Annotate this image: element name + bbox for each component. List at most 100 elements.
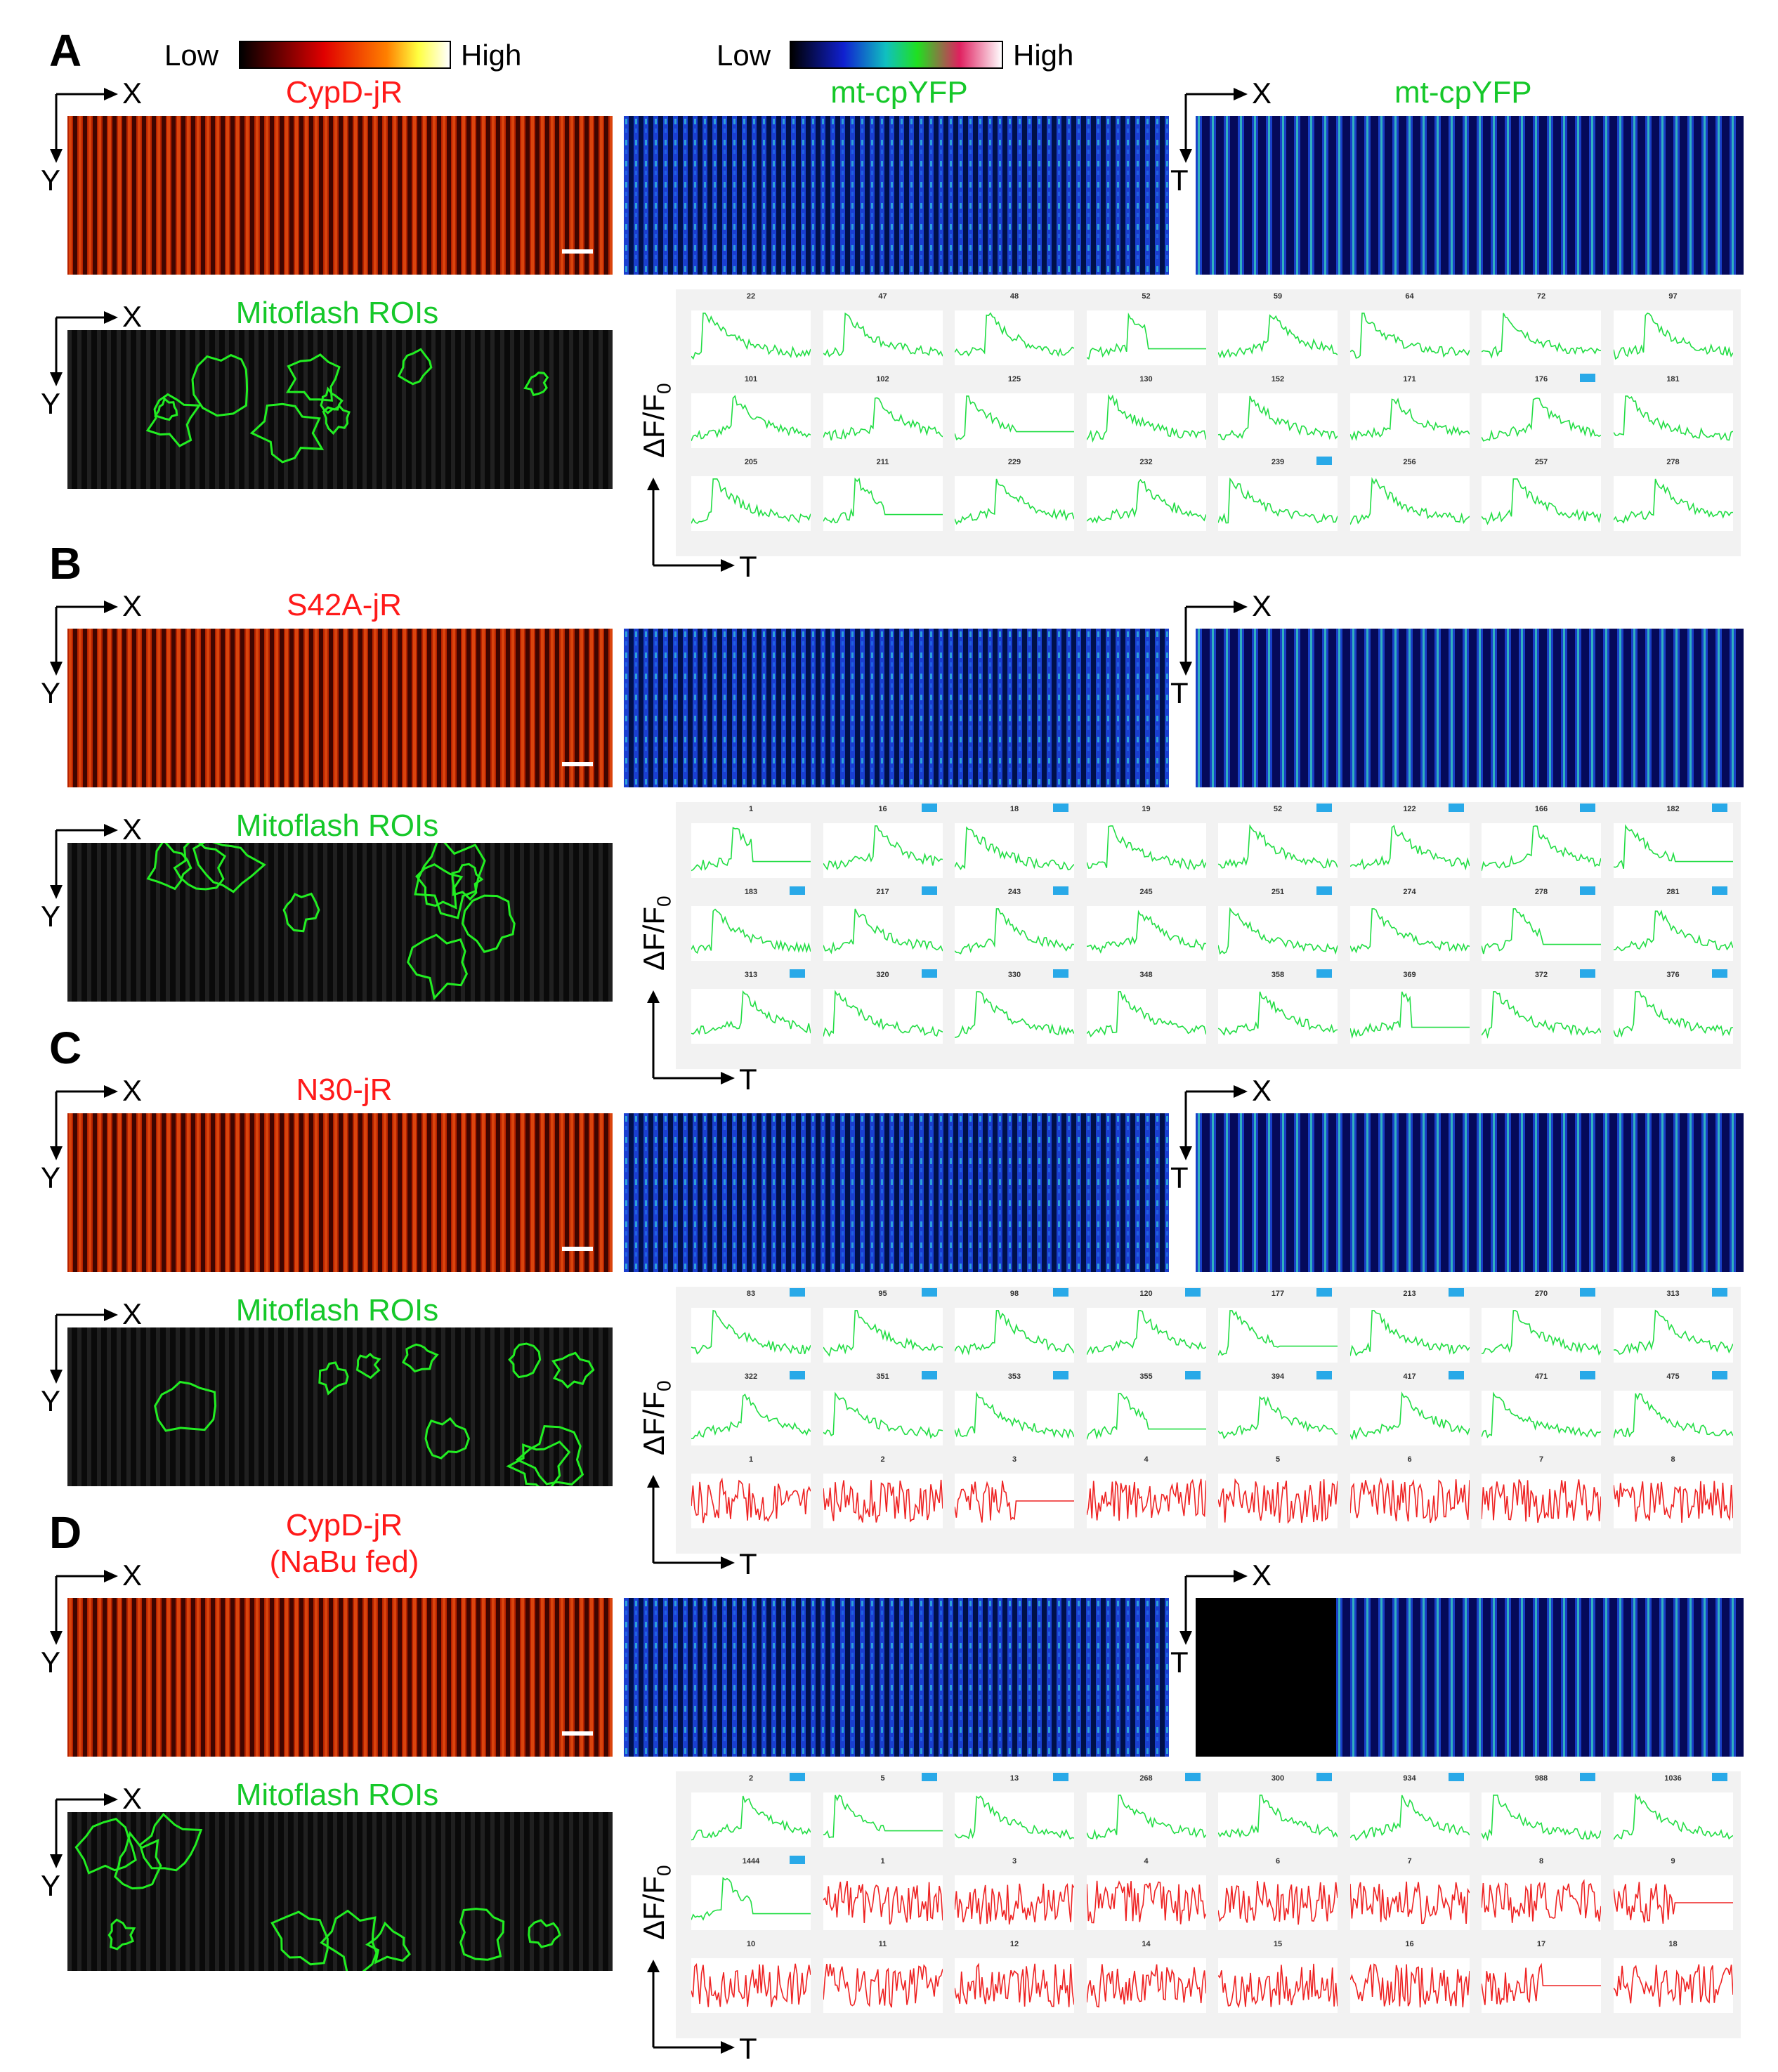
trace-cell: 101 — [691, 375, 811, 448]
trace-id: 394 — [1271, 1372, 1285, 1381]
trace-line — [1349, 991, 1470, 1040]
flag-marker — [1053, 1288, 1068, 1297]
trace-cell: 13 — [955, 1773, 1074, 1847]
trace-id: 243 — [1007, 888, 1021, 896]
axis-label-t: T — [739, 2032, 757, 2065]
trace-cell: 313 — [691, 969, 811, 1044]
flag-marker — [1711, 1371, 1727, 1379]
trace-line — [823, 477, 943, 524]
trace-id: 176 — [1534, 375, 1548, 383]
red-channel-image — [67, 1598, 613, 1757]
trace-cell: 355 — [1086, 1371, 1206, 1445]
trace-id: 125 — [1007, 375, 1021, 383]
trace-cell: 475 — [1613, 1371, 1733, 1445]
roi-label: Mitoflash ROIs — [235, 1293, 439, 1327]
trace-line — [1482, 397, 1601, 442]
axis-label-y: T — [1170, 164, 1189, 197]
trace-id: 171 — [1403, 375, 1416, 383]
trace-cell: 183 — [691, 886, 811, 961]
trace-line — [955, 1882, 1074, 1925]
trace-line — [955, 1391, 1074, 1440]
trace-id: 64 — [1405, 292, 1414, 301]
linescan-axes — [1179, 88, 1248, 163]
trace-cell: 5 — [823, 1773, 943, 1847]
trace-id: 7 — [1407, 1857, 1412, 1866]
trace-id: 934 — [1403, 1774, 1416, 1783]
trace-id: 211 — [876, 458, 889, 466]
trace-id: 122 — [1403, 805, 1416, 813]
trace-line — [955, 991, 1074, 1038]
trace-cell: 12 — [955, 1940, 1074, 2013]
trace-cell: 6 — [1349, 1455, 1470, 1528]
trace-id: 181 — [1666, 375, 1680, 383]
flag-marker — [921, 1288, 937, 1297]
trace-id: 10 — [746, 1940, 756, 1948]
trace-line — [1349, 1476, 1470, 1523]
flag-marker — [1184, 1773, 1201, 1781]
flag-marker — [790, 1288, 805, 1297]
trace-line — [1613, 395, 1733, 441]
trace-cell: 64 — [1349, 292, 1470, 365]
flag-marker — [1316, 457, 1332, 465]
trace-line — [1086, 1478, 1206, 1521]
trace-cell: 2 — [823, 1455, 943, 1528]
trace-id: 98 — [1009, 1290, 1019, 1298]
trace-cell: 330 — [955, 969, 1074, 1044]
dff-main: ΔF/F — [637, 906, 670, 971]
dff-sub: 0 — [653, 383, 675, 394]
trace-id: 4 — [1144, 1455, 1149, 1464]
trace-cell: 217 — [823, 886, 943, 961]
trace-line — [1482, 825, 1601, 872]
trace-cell: 232 — [1086, 458, 1206, 531]
blue-colorbar-low: Low — [717, 39, 771, 72]
flag-marker — [1316, 1371, 1332, 1379]
trace-cell: 211 — [823, 458, 943, 531]
roi-axes — [50, 1309, 118, 1384]
flag-marker — [1580, 969, 1595, 978]
trace-id: 369 — [1403, 971, 1416, 979]
trace-id: 2 — [880, 1455, 885, 1464]
trace-cell: 22 — [691, 292, 811, 365]
image-axes — [50, 1085, 118, 1160]
flag-marker — [921, 886, 937, 895]
trace-cell: 7 — [1349, 1857, 1470, 1930]
trace-line — [1086, 910, 1206, 954]
trace-cell: 47 — [823, 292, 943, 365]
trace-id: 5 — [1275, 1455, 1281, 1464]
red-colorbar — [239, 41, 451, 69]
trace-line — [1613, 1393, 1733, 1438]
trace-line — [1349, 1881, 1470, 1925]
trace-id: 152 — [1271, 375, 1285, 383]
trace-cell: 16 — [823, 804, 943, 878]
trace-line — [823, 312, 943, 358]
trace-line — [1218, 991, 1338, 1036]
trace-line — [955, 312, 1074, 358]
trace-line — [823, 1479, 943, 1523]
trace-line — [1218, 824, 1338, 869]
dff-main: ΔF/F — [637, 393, 670, 458]
axis-label-x: X — [1252, 1559, 1272, 1592]
trace-cell: 351 — [823, 1371, 943, 1445]
panel-letter: A — [49, 25, 82, 76]
trace-line — [955, 1795, 1074, 1840]
axis-label-y: Y — [41, 1161, 61, 1194]
axis-label-x: X — [122, 1074, 143, 1107]
y-axis-label-dff: ΔF/F0 — [637, 1865, 674, 1940]
trace-line — [1086, 1880, 1206, 1925]
trace-cell: 322 — [691, 1371, 811, 1445]
flag-marker — [921, 1773, 937, 1781]
trace-line — [823, 1963, 943, 2008]
trace-cell: 358 — [1218, 969, 1338, 1044]
trace-line — [1482, 1879, 1601, 1923]
trace-line — [691, 1877, 811, 1921]
flag-marker — [1316, 1773, 1332, 1781]
trace-line — [955, 1310, 1074, 1356]
trace-line — [691, 1795, 811, 1841]
red-channel-image — [67, 629, 613, 787]
axis-label-y: Y — [41, 164, 61, 197]
time-axis — [647, 1960, 735, 2054]
trace-line — [1613, 312, 1733, 360]
flag-marker — [790, 1856, 805, 1864]
mitoflash-roi-image — [67, 1327, 613, 1495]
trace-line — [691, 1477, 811, 1523]
